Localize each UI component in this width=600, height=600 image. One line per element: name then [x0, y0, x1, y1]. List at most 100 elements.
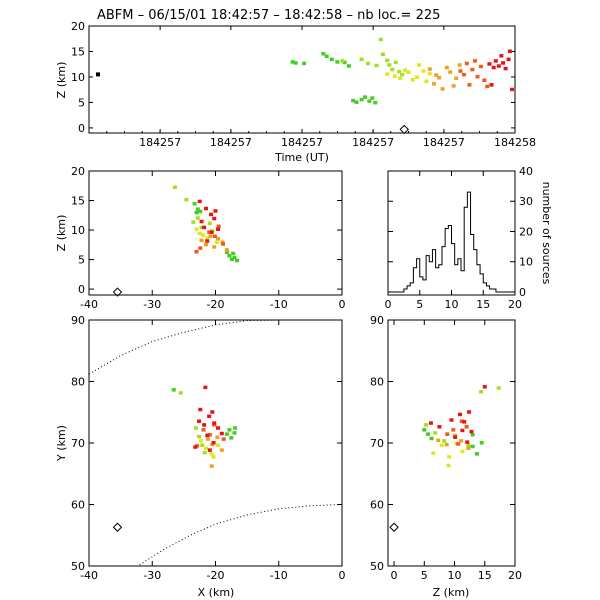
time-height-x-tick-label: 184258 [494, 136, 536, 149]
xz-station-diamond [112, 287, 123, 297]
xy-source-point [202, 423, 207, 427]
time-height-source-point [400, 72, 405, 77]
xz-source-point [199, 238, 204, 243]
time-height-source-point [378, 37, 383, 42]
histogram-y-label: number of sources [540, 182, 553, 285]
zy-x-tick-label: 0 [391, 569, 398, 582]
time-height-source-point [302, 61, 307, 66]
time-height-source-point [448, 70, 453, 74]
xy-source-point [171, 388, 176, 392]
time-height-source-point [457, 63, 462, 67]
xy-range-ring [139, 504, 343, 566]
time-height-source-point [485, 84, 490, 89]
zy-station-diamond [389, 522, 399, 532]
xz-source-point [207, 230, 212, 234]
xy-source-point [227, 428, 232, 432]
time-height-y-tick-label: 5 [78, 96, 85, 109]
zy-source-point [429, 436, 434, 441]
time-height-x-tick-label: 184257 [352, 136, 394, 149]
zy-source-point [482, 385, 487, 389]
zy-y-tick-label: 60 [370, 499, 384, 512]
xz-source-point [207, 221, 212, 226]
xy-source-point [203, 385, 208, 390]
zy-source-point [456, 442, 461, 446]
xz-y-label: Z (km) [55, 215, 68, 252]
xz-x-tick-label: -10 [270, 298, 288, 311]
xz-source-point [195, 207, 200, 211]
time-height-source-point [467, 83, 472, 87]
xy-source-point [229, 436, 234, 440]
zy-source-point [428, 421, 433, 425]
time-height-x-tick-label: 184257 [210, 136, 252, 149]
time-height-source-point [403, 68, 408, 72]
histogram-y-tick-label: 0 [519, 286, 526, 299]
time-height-source-point [475, 74, 480, 79]
zy-x-tick-label: 5 [421, 569, 428, 582]
time-height-source-point [373, 100, 378, 105]
zy-panel: 0 5 10 15 20 50 60 70 80 90 Z (km) [370, 314, 522, 599]
time-height-source-point [415, 75, 420, 79]
xy-x-tick-label: 0 [339, 569, 346, 582]
zy-source-point [460, 449, 465, 454]
xy-source-point [209, 452, 214, 456]
xy-source-point [204, 446, 209, 451]
zy-source-point [422, 428, 427, 432]
xz-source-point [197, 199, 202, 204]
xy-source-point [232, 431, 237, 435]
xz-source-point [216, 224, 221, 229]
xy-source-point [207, 448, 212, 452]
zy-source-point [479, 389, 484, 394]
xy-source-point [212, 421, 217, 425]
xz-y-tick-label: 0 [78, 283, 85, 296]
xy-source-point [197, 419, 202, 423]
zy-source-point [496, 386, 501, 390]
xy-source-point [216, 443, 221, 447]
zy-plot: 0 5 10 15 20 50 60 70 80 90 [370, 314, 522, 582]
time-height-source-point [451, 84, 456, 88]
zy-source-point [466, 443, 471, 447]
histogram-y-tick-label: 40 [519, 165, 533, 178]
time-height-source-point [385, 58, 390, 63]
time-height-source-point [359, 57, 364, 62]
time-height-station-diamond [399, 124, 409, 135]
time-height-source-point [417, 63, 422, 67]
xy-source-point [197, 434, 202, 439]
zy-source-point [459, 439, 464, 443]
zy-frame [387, 319, 516, 567]
time-height-source-point [393, 60, 398, 65]
xz-source-point [198, 209, 203, 214]
figure-title: ABFM – 06/15/01 18:42:57 – 18:42:58 – nb… [97, 8, 440, 23]
time-height-source-point [293, 61, 298, 65]
xz-y-tick-label: 10 [71, 224, 85, 237]
zy-y-tick-label: 70 [370, 437, 384, 450]
xz-source-point [221, 242, 226, 246]
time-height-source-point [437, 75, 442, 80]
histogram-x-tick-label: 15 [476, 298, 490, 311]
time-height-source-point [454, 76, 459, 80]
time-height-source-point [472, 59, 477, 63]
time-height-source-point [482, 78, 487, 83]
time-height-reference-marker [96, 72, 100, 77]
time-height-source-point [501, 61, 506, 65]
histogram-x-tick-label: 5 [416, 298, 423, 311]
time-height-source-point [324, 54, 329, 59]
xz-x-tick-label: -40 [80, 298, 98, 311]
time-height-source-point [406, 70, 411, 74]
zy-source-point [460, 428, 465, 433]
histogram-x-tick-label: 20 [508, 298, 522, 311]
xy-source-point [211, 441, 216, 445]
xz-plot: -40 -30 -20 -10 0 0 5 10 15 20 [71, 165, 346, 311]
xy-source-point [198, 407, 203, 412]
xz-source-point [212, 216, 217, 221]
xy-x-tick-label: -20 [207, 569, 225, 582]
xy-x-tick-label: -30 [143, 569, 161, 582]
xy-source-point [215, 435, 220, 439]
xz-source-point [210, 228, 215, 233]
xy-source-point [205, 437, 210, 441]
zy-source-point [470, 444, 475, 449]
time-height-y-tick-label: 15 [71, 45, 85, 58]
time-height-source-point [321, 52, 326, 56]
time-height-plot: 184257 184257 184257 184257 184257 184258 0 5 10… [71, 20, 536, 149]
xy-source-point [219, 448, 224, 452]
time-height-y-tick-label: 20 [71, 20, 85, 33]
